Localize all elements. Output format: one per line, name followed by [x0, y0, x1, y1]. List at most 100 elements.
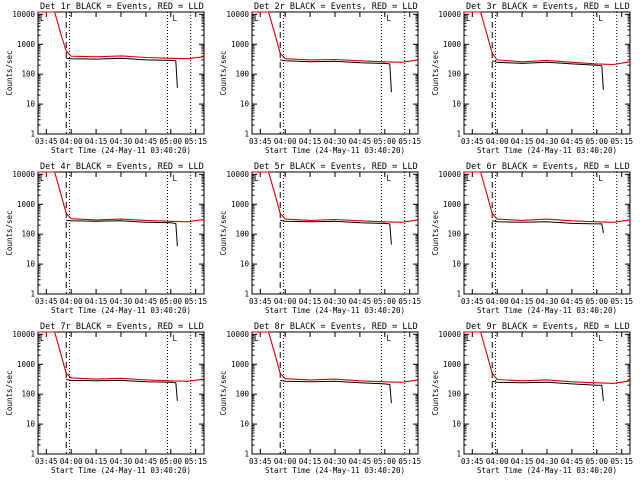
- x-tick-label: 04:15: [511, 137, 534, 146]
- panel-title: Det 3r BLACK = Events, RED = LLD: [466, 2, 630, 12]
- x-tick-label: 04:00: [274, 297, 297, 306]
- plot-frame: [37, 171, 205, 295]
- y-tick-label: 1000: [17, 40, 36, 49]
- y-axis-label: Counts/sec: [431, 210, 440, 255]
- x-tick-label: 05:00: [160, 137, 183, 146]
- panel-annotation: L: [254, 334, 259, 343]
- y-tick-label: 1: [244, 130, 249, 139]
- panel-annotation: L: [466, 14, 471, 23]
- y-tick-label: 1: [456, 130, 461, 139]
- plot-frame: [463, 11, 631, 135]
- x-tick-label: 04:45: [561, 457, 584, 466]
- y-axis-label: Counts/sec: [5, 210, 14, 255]
- y-tick-label: 10: [452, 260, 462, 269]
- x-tick-label: 04:15: [299, 137, 322, 146]
- panel-annotation: L: [598, 14, 603, 23]
- x-tick-label: 05:15: [610, 457, 633, 466]
- series-lld-line: [252, 171, 419, 223]
- x-tick-label: 05:15: [398, 297, 421, 306]
- x-tick-label: 04:00: [274, 137, 297, 146]
- panel-annotation: L: [386, 14, 391, 23]
- x-tick-label: 04:30: [110, 457, 133, 466]
- x-tick-label: 04:45: [135, 297, 158, 306]
- series-events-line: [280, 379, 392, 404]
- series-events-line: [66, 219, 178, 247]
- x-tick-label: 05:15: [398, 137, 421, 146]
- detector-panel-5: Det 5r BLACK = Events, RED = LLD 1 10 100 10…: [219, 162, 421, 315]
- plot-frame: [251, 171, 419, 295]
- y-tick-label: 100: [21, 390, 35, 399]
- x-tick-label: 04:15: [511, 297, 534, 306]
- x-tick-label: 04:45: [135, 457, 158, 466]
- x-tick-label: 04:30: [110, 297, 133, 306]
- panel-annotation: L: [40, 14, 45, 23]
- x-tick-label: 05:00: [374, 297, 397, 306]
- plot-frame: [463, 331, 631, 455]
- y-tick-label: 10: [26, 420, 36, 429]
- y-axis-label: Counts/sec: [431, 370, 440, 415]
- y-tick-label: 10000: [226, 10, 249, 19]
- x-tick-label: 03:45: [35, 137, 58, 146]
- plot-frame: [251, 331, 419, 455]
- x-tick-label: 05:00: [160, 457, 183, 466]
- panel-title: Det 1r BLACK = Events, RED = LLD: [40, 2, 204, 12]
- panel-annotation: L: [598, 334, 603, 343]
- x-tick-label: 04:30: [324, 137, 347, 146]
- panel-annotation: L: [40, 334, 45, 343]
- plot-frame: [37, 331, 205, 455]
- x-tick-label: 04:30: [536, 457, 559, 466]
- series-lld-line: [252, 331, 419, 383]
- x-tick-label: 04:30: [110, 137, 133, 146]
- x-tick-label: 05:15: [398, 457, 421, 466]
- y-tick-label: 100: [21, 70, 35, 79]
- x-axis-label: Start Time (24-May-11 03:40:20): [477, 466, 617, 475]
- x-tick-label: 05:15: [610, 137, 633, 146]
- panel-annotation: L: [40, 174, 45, 183]
- y-tick-label: 10: [26, 100, 36, 109]
- x-tick-label: 04:30: [536, 137, 559, 146]
- x-tick-label: 04:00: [60, 297, 83, 306]
- x-tick-label: 04:00: [60, 457, 83, 466]
- x-axis-label: Start Time (24-May-11 03:40:20): [265, 306, 405, 315]
- plot-frame: [37, 11, 205, 135]
- x-tick-label: 04:45: [349, 457, 372, 466]
- x-tick-label: 05:00: [374, 457, 397, 466]
- x-axis-label: Start Time (24-May-11 03:40:20): [51, 146, 191, 155]
- y-tick-label: 100: [235, 230, 249, 239]
- x-tick-label: 04:45: [561, 137, 584, 146]
- x-tick-label: 04:00: [486, 297, 509, 306]
- y-axis-label: Counts/sec: [219, 50, 228, 95]
- y-tick-label: 10000: [438, 10, 461, 19]
- x-tick-label: 04:00: [60, 137, 83, 146]
- panel-title: Det 8r BLACK = Events, RED = LLD: [254, 322, 418, 332]
- x-tick-label: 04:45: [135, 137, 158, 146]
- series-lld-line: [252, 11, 419, 63]
- x-tick-label: 04:30: [536, 297, 559, 306]
- y-tick-label: 1: [30, 130, 35, 139]
- y-tick-label: 1: [30, 450, 35, 459]
- y-tick-label: 100: [21, 230, 35, 239]
- x-axis-label: Start Time (24-May-11 03:40:20): [265, 146, 405, 155]
- y-tick-label: 10000: [438, 330, 461, 339]
- detector-panel-3: Det 3r BLACK = Events, RED = LLD 1 10 100 10…: [431, 2, 633, 155]
- series-events-line: [66, 379, 178, 401]
- x-tick-label: 04:15: [299, 457, 322, 466]
- x-tick-label: 04:00: [274, 457, 297, 466]
- y-tick-label: 1000: [17, 360, 36, 369]
- series-lld-line: [38, 11, 205, 60]
- y-tick-label: 10000: [12, 330, 35, 339]
- x-tick-label: 05:15: [184, 457, 207, 466]
- x-axis-label: Start Time (24-May-11 03:40:20): [51, 466, 191, 475]
- y-tick-label: 1: [456, 450, 461, 459]
- y-tick-label: 10: [240, 420, 250, 429]
- y-tick-label: 10000: [12, 170, 35, 179]
- x-tick-label: 05:00: [160, 297, 183, 306]
- x-tick-label: 04:00: [486, 137, 509, 146]
- x-tick-label: 05:15: [184, 137, 207, 146]
- y-axis-label: Counts/sec: [5, 50, 14, 95]
- panel-annotation: L: [386, 174, 391, 183]
- y-tick-label: 1000: [231, 40, 250, 49]
- y-tick-label: 10000: [226, 330, 249, 339]
- panel-title: Det 6r BLACK = Events, RED = LLD: [466, 162, 630, 172]
- panel-title: Det 5r BLACK = Events, RED = LLD: [254, 162, 418, 172]
